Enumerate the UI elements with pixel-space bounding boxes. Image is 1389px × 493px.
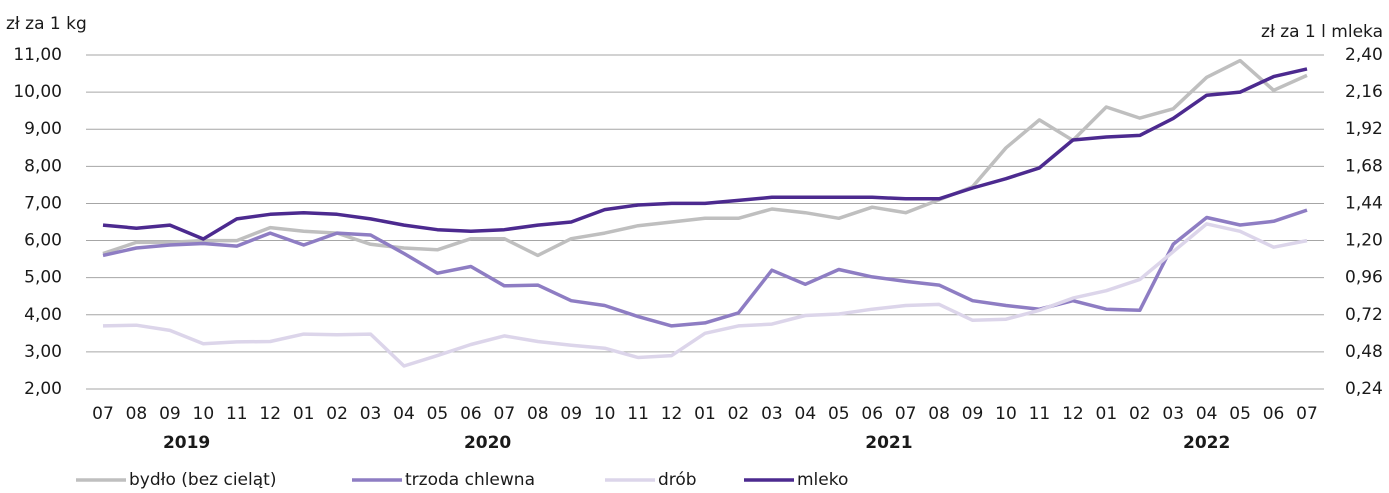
x-tick-label: 07 xyxy=(1296,404,1318,424)
year-label: 2020 xyxy=(464,433,511,453)
x-tick-label: 12 xyxy=(1062,404,1084,424)
x-tick-label: 07 xyxy=(92,404,114,424)
y-tick-label: 3,00 xyxy=(24,342,62,362)
year-label: 2021 xyxy=(865,433,912,453)
y-tick-label: 7,00 xyxy=(24,193,62,213)
x-tick-label: 10 xyxy=(193,404,215,424)
x-tick-label: 04 xyxy=(1196,404,1218,424)
y2-tick-label: 1,20 xyxy=(1345,231,1383,251)
x-tick-label: 05 xyxy=(828,404,850,424)
x-tick-label: 04 xyxy=(393,404,415,424)
x-tick-label: 03 xyxy=(360,404,382,424)
y-tick-label: 4,00 xyxy=(24,305,62,325)
y2-tick-label: 1,44 xyxy=(1345,193,1383,213)
x-tick-label: 05 xyxy=(427,404,449,424)
x-tick-label: 09 xyxy=(159,404,181,424)
x-tick-label: 10 xyxy=(995,404,1017,424)
y2-axis-title: zł za 1 l mleka xyxy=(1261,22,1383,42)
year-label: 2019 xyxy=(163,433,210,453)
y-tick-label: 8,00 xyxy=(24,156,62,176)
x-tick-label: 07 xyxy=(895,404,917,424)
x-tick-label: 06 xyxy=(460,404,482,424)
x-tick-label: 02 xyxy=(326,404,348,424)
legend-label: trzoda chlewna xyxy=(405,470,535,490)
x-tick-label: 06 xyxy=(861,404,883,424)
legend-label: bydło (bez cieląt) xyxy=(129,470,276,490)
legend-label: mleko xyxy=(797,470,848,490)
x-tick-label: 08 xyxy=(928,404,950,424)
x-tick-label: 11 xyxy=(226,404,248,424)
x-tick-label: 12 xyxy=(661,404,683,424)
y2-tick-label: 0,72 xyxy=(1345,305,1383,325)
x-tick-label: 10 xyxy=(594,404,616,424)
y-tick-label: 11,00 xyxy=(13,45,62,65)
x-tick-label: 08 xyxy=(126,404,148,424)
year-label: 2022 xyxy=(1183,433,1230,453)
y2-tick-label: 1,92 xyxy=(1345,119,1383,139)
y2-tick-label: 2,40 xyxy=(1345,45,1383,65)
line-series xyxy=(102,58,1308,258)
x-tick-label: 11 xyxy=(1029,404,1051,424)
x-tick-label: 07 xyxy=(494,404,516,424)
y2-tick-label: 0,96 xyxy=(1345,268,1383,288)
x-tick-label: 06 xyxy=(1263,404,1285,424)
y-tick-label: 5,00 xyxy=(24,268,62,288)
y-tick-label: 10,00 xyxy=(13,82,62,102)
legend-label: drób xyxy=(658,470,697,490)
x-tick-label: 01 xyxy=(1096,404,1118,424)
y-axis-title: zł za 1 kg xyxy=(6,14,87,34)
y2-tick-label: 0,48 xyxy=(1345,342,1383,362)
y2-tick-label: 2,16 xyxy=(1345,82,1383,102)
x-tick-label: 03 xyxy=(1162,404,1184,424)
x-tick-label: 11 xyxy=(627,404,649,424)
y2-tick-label: 1,68 xyxy=(1345,156,1383,176)
line-series xyxy=(102,67,1308,241)
x-tick-label: 03 xyxy=(761,404,783,424)
x-tick-label: 01 xyxy=(694,404,716,424)
x-tick-label: 05 xyxy=(1229,404,1251,424)
x-tick-label: 09 xyxy=(560,404,582,424)
line-series xyxy=(102,208,1308,328)
x-tick-label: 04 xyxy=(795,404,817,424)
x-tick-label: 02 xyxy=(728,404,750,424)
x-tick-label: 01 xyxy=(293,404,315,424)
y-tick-label: 9,00 xyxy=(24,119,62,139)
line-series xyxy=(102,222,1308,368)
x-tick-label: 12 xyxy=(259,404,281,424)
x-tick-label: 02 xyxy=(1129,404,1151,424)
y2-tick-label: 0,24 xyxy=(1345,379,1383,399)
x-tick-label: 08 xyxy=(527,404,549,424)
y-tick-label: 6,00 xyxy=(24,231,62,251)
y-tick-label: 2,00 xyxy=(24,379,62,399)
x-tick-label: 09 xyxy=(962,404,984,424)
